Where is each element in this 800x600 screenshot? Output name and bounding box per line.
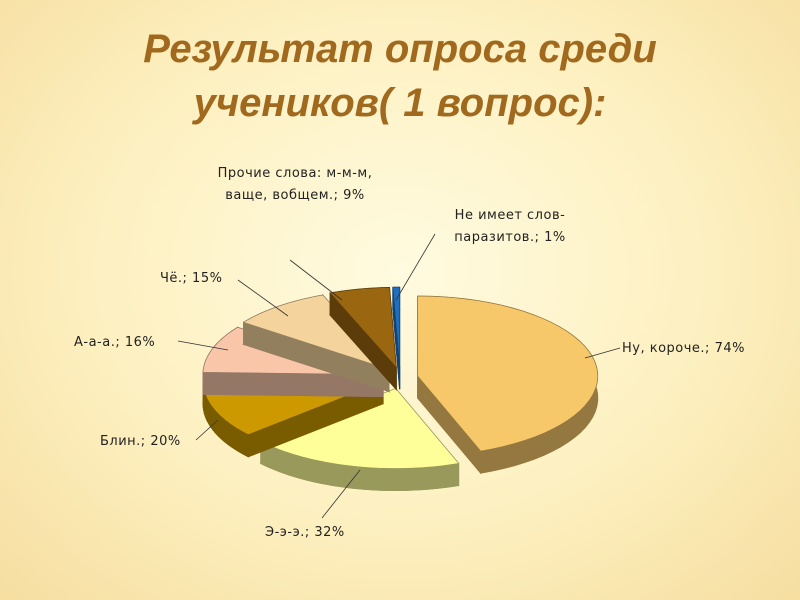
leader-line — [177, 340, 229, 351]
slice-top — [242, 294, 390, 371]
data-label: Не имеет слов-паразитов.; 1% — [454, 208, 566, 245]
slice-top — [329, 287, 397, 369]
pie-slice — [259, 387, 460, 491]
data-label: Э-э-э.; 32% — [265, 525, 345, 540]
leader-line — [584, 347, 621, 359]
slice-top — [260, 388, 460, 469]
chart-title: Результат опроса среди учеников( 1 вопро… — [143, 27, 657, 125]
slice-top — [417, 295, 598, 452]
leader-line — [237, 279, 289, 317]
pie-slice — [392, 286, 401, 390]
leader-line — [289, 259, 343, 301]
pie-slice — [329, 286, 397, 391]
data-label: Блин.; 20% — [100, 434, 181, 449]
data-label: Ну, короче.; 74% — [622, 341, 745, 356]
leader-line — [195, 419, 219, 441]
slice-top — [392, 286, 400, 368]
data-label: А-а-а.; 16% — [74, 335, 156, 350]
data-label: Прочие слова: м-м-м, ваще, вобщем.; 9% — [217, 166, 373, 203]
leader-line — [321, 469, 361, 519]
leader-line — [395, 233, 436, 301]
pie-slice — [417, 295, 599, 475]
data-label: Чё.; 15% — [160, 271, 223, 286]
